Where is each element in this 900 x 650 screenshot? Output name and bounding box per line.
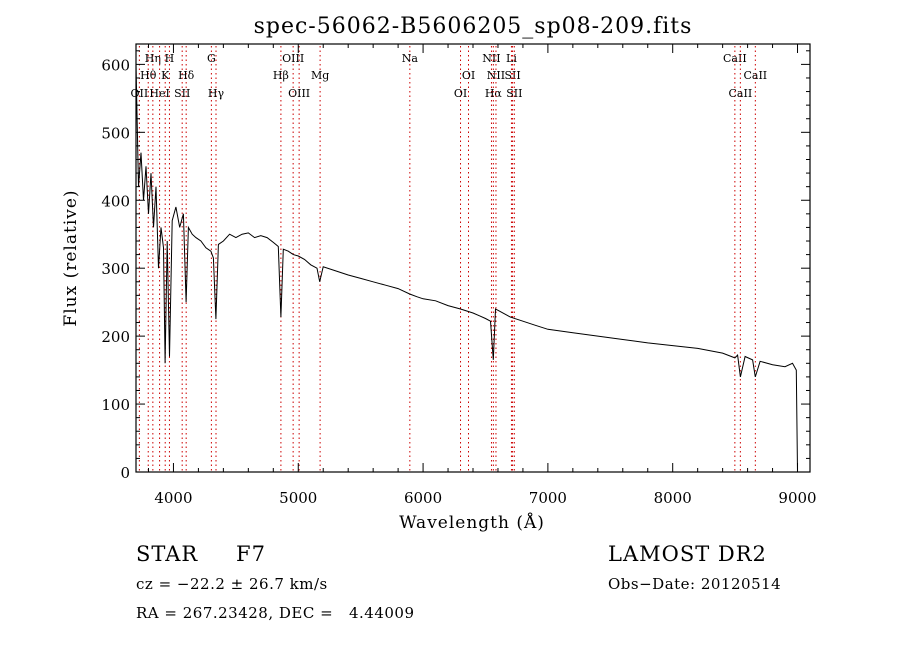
line-label-22: SII [506,87,522,100]
y-tick-label-0: 0 [120,464,130,482]
x-tick-label-3: 7000 [529,489,567,507]
line-label-25: CaII [743,69,767,82]
spectral-line-markers: OIIHθHηHeIKHSIIHδGHγHβOIIIOIIIMgNaOIOINI… [131,46,767,472]
line-label-10: Hβ [273,69,289,82]
line-label-21: Li [506,52,517,65]
line-label-18: Hα [485,87,503,100]
line-label-14: Na [402,52,419,65]
line-label-16: OI [462,69,475,82]
y-tick-label-5: 500 [101,124,130,142]
line-label-13: Mg [311,69,329,82]
x-tick-label-1: 5000 [279,489,317,507]
coordinates: RA = 267.23428, DEC = 4.44009 [136,604,415,622]
y-tick-label-2: 200 [101,328,130,346]
line-label-12: OIII [288,87,310,100]
object-class: STAR [136,542,199,566]
line-label-4: K [161,69,170,82]
plot-frame [135,43,811,473]
line-label-19: NII [487,69,505,82]
y-axis: 0 100 200 300 400 500 600 [101,50,810,482]
spectrum-series [135,64,798,473]
line-label-5: H [165,52,175,65]
chart-title: spec-56062-B5606205_sp08-209.fits [254,14,693,39]
y-axis-label: Flux (relative) [61,189,81,326]
line-label-15: OI [454,87,467,100]
x-tick-label-4: 8000 [654,489,692,507]
line-label-17: NII [482,52,500,65]
x-axis-label: Wavelength (Å) [399,512,545,533]
line-label-9: Hγ [208,87,225,100]
line-label-2: Hη [145,52,161,65]
line-label-24: CaII [729,87,753,100]
survey-name: LAMOST DR2 [608,542,767,566]
x-tick-label-2: 6000 [404,489,442,507]
spectrum-line-0 [135,64,798,473]
x-axis: 4000 5000 6000 7000 8000 9000 [147,44,817,507]
object-subclass: F7 [236,542,266,566]
x-tick-label-0: 4000 [154,489,192,507]
x-tick-label-5: 9000 [778,489,816,507]
line-label-7: Hδ [178,69,195,82]
y-tick-label-4: 400 [101,192,130,210]
line-label-6: SII [174,87,190,100]
line-label-11: OIII [282,52,304,65]
observation-date: Obs−Date: 20120514 [608,575,782,593]
line-label-8: G [207,52,216,65]
y-tick-label-6: 600 [101,56,130,74]
y-tick-label-1: 100 [101,396,130,414]
line-label-20: SII [504,69,520,82]
line-label-0: OII [131,87,149,100]
y-tick-label-3: 300 [101,260,130,278]
line-label-3: HeI [149,87,169,100]
spectrum-chart: spec-56062-B5606205_sp08-209.fits OII Hθ H… [61,14,817,533]
line-label-1: Hθ [140,69,157,82]
redshift-cz: cz = −22.2 ± 26.7 km/s [136,575,328,593]
line-label-23: CaII [723,52,747,65]
